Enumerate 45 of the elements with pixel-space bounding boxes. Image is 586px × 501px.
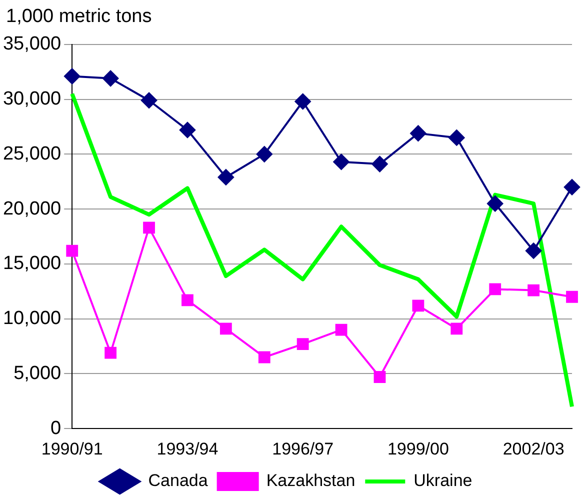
point xyxy=(528,284,540,296)
point xyxy=(335,324,348,336)
y-tick-label: 35,000 xyxy=(2,34,62,55)
point xyxy=(256,146,272,162)
y-tick-label: 15,000 xyxy=(2,253,62,274)
x-tick-label: 1993/94 xyxy=(156,439,218,458)
y-tick-label: 30,000 xyxy=(2,88,62,110)
point xyxy=(218,169,234,186)
point xyxy=(104,346,117,359)
point xyxy=(258,351,270,364)
point xyxy=(179,122,196,138)
point xyxy=(333,154,350,170)
point xyxy=(182,294,194,306)
x-tick-label: 1999/00 xyxy=(387,439,449,458)
point xyxy=(487,196,504,212)
legend-label: Ukraine xyxy=(414,471,472,490)
y-tick-label: 20,000 xyxy=(2,198,62,220)
y-tick-label: 25,000 xyxy=(2,143,62,164)
point xyxy=(450,322,463,335)
x-tick-label: 2002/03 xyxy=(502,439,564,458)
point xyxy=(141,92,158,108)
point xyxy=(564,179,580,196)
point xyxy=(296,338,309,350)
y-axis-title: 1,000 metric tons xyxy=(6,6,152,28)
point xyxy=(374,371,386,383)
y-tick-label: 0 xyxy=(50,418,62,439)
x-tick-label: 1990/91 xyxy=(41,439,103,458)
point xyxy=(64,68,80,84)
point xyxy=(294,93,311,110)
x-tick-label: 1996/97 xyxy=(272,439,334,458)
point xyxy=(143,222,155,234)
point xyxy=(412,300,424,312)
y-tick-label: 10,000 xyxy=(2,308,62,330)
point xyxy=(220,322,232,335)
point xyxy=(566,290,578,303)
legend-label: Kazakhstan xyxy=(266,471,356,490)
point xyxy=(448,130,465,146)
point xyxy=(66,244,78,257)
point xyxy=(489,283,502,296)
point xyxy=(526,242,542,259)
point xyxy=(372,156,388,172)
point xyxy=(102,70,119,86)
legend-label: Canada xyxy=(148,471,208,490)
y-tick-label: 5,000 xyxy=(14,362,62,384)
point xyxy=(410,125,426,142)
